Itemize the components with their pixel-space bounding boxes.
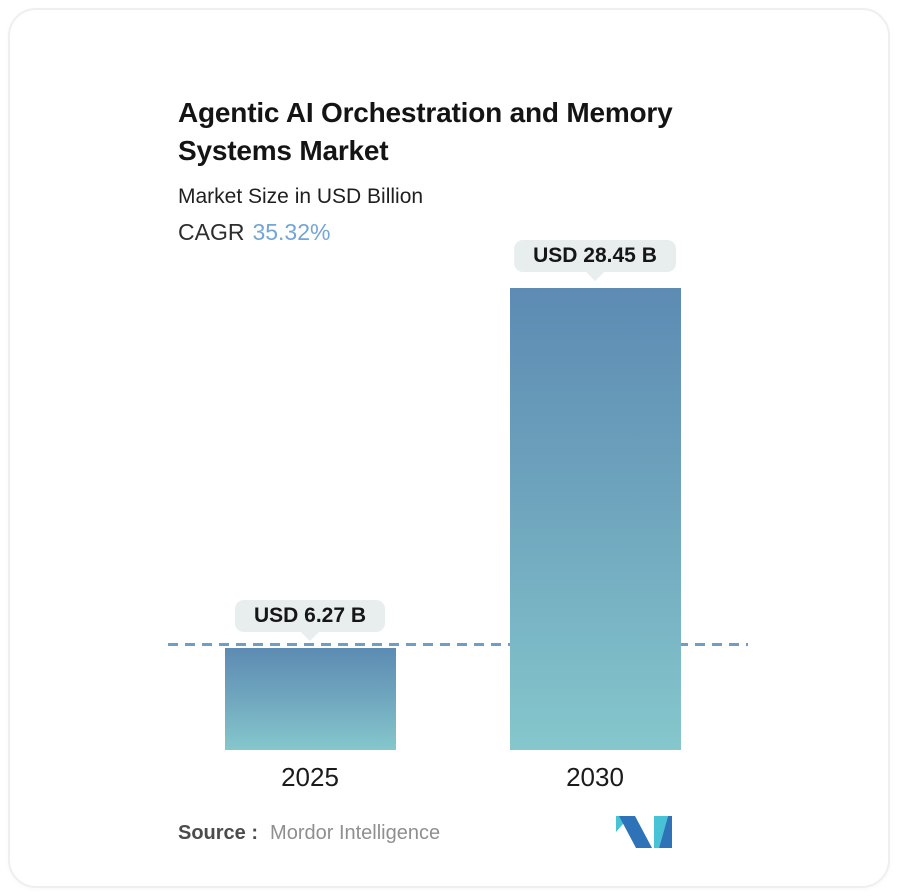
chart-card: Agentic AI Orchestration and Memory Syst… — [8, 8, 890, 888]
source-row: Source : Mordor Intelligence — [178, 822, 440, 845]
plot-area: USD 6.27 B USD 28.45 B 2025 2030 — [168, 238, 748, 792]
value-label-pill-2030: USD 28.45 B — [514, 240, 676, 272]
cagr-value: 35.32% — [252, 219, 331, 245]
cagr-row: CAGR 35.32% — [178, 219, 330, 246]
source-value: Mordor Intelligence — [270, 822, 441, 844]
cagr-label: CAGR — [178, 219, 245, 245]
chart-title: Agentic AI Orchestration and Memory Syst… — [178, 94, 778, 170]
value-label-pill-2025: USD 6.27 B — [234, 600, 386, 632]
chart-subtitle: Market Size in USD Billion — [178, 185, 424, 208]
source-label: Source : — [178, 822, 259, 844]
reference-dashed-line — [168, 643, 748, 646]
mordor-intelligence-logo-icon — [616, 816, 672, 848]
chart-title-line2: Systems Market — [178, 135, 389, 166]
chart-title-line1: Agentic AI Orchestration and Memory — [178, 97, 673, 128]
x-axis-label-2025: 2025 — [281, 762, 339, 792]
x-axis-label-2030: 2030 — [566, 762, 624, 792]
bar-2025 — [225, 648, 396, 750]
bar-2030 — [510, 288, 681, 750]
